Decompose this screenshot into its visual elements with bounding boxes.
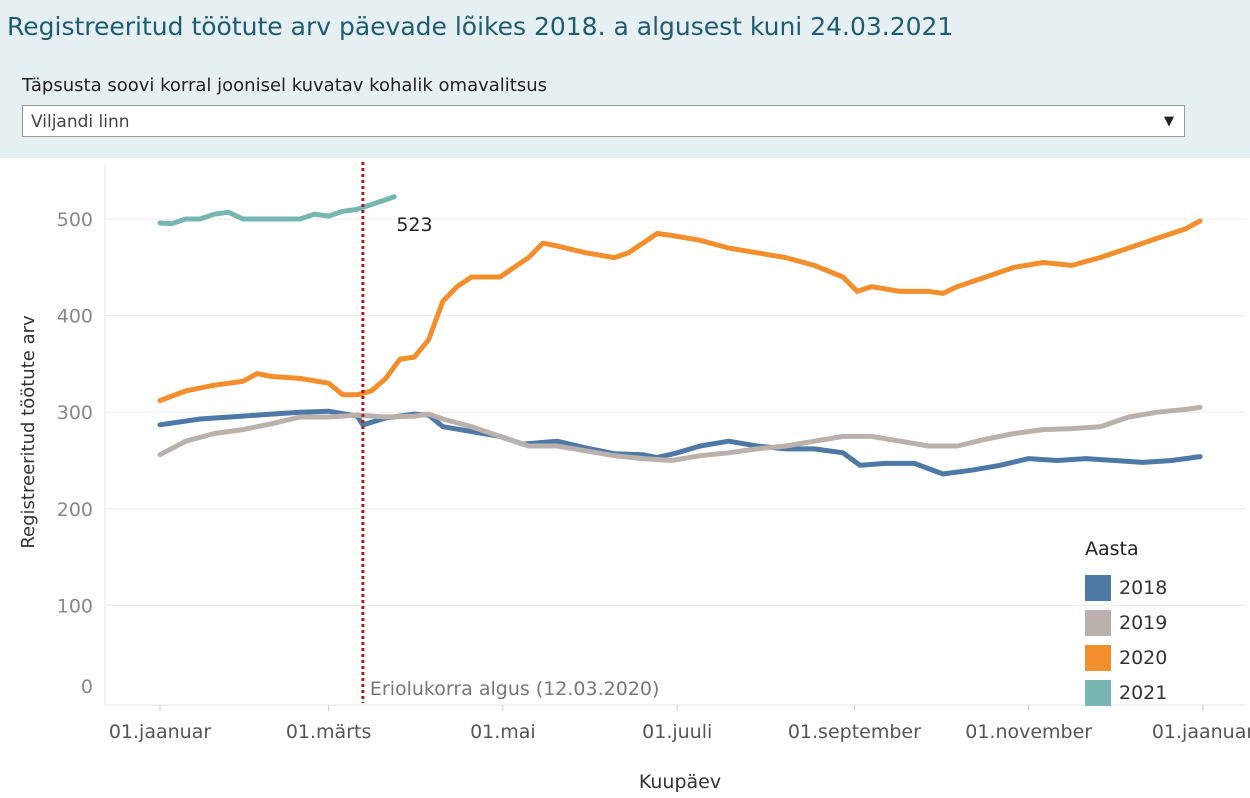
- y-axis-title: Registreeritud töötute arv: [18, 315, 39, 549]
- y-tick-label: 200: [57, 499, 93, 521]
- x-axis-title: Kuupäev: [639, 771, 721, 793]
- x-tick-label: 01.märts: [286, 721, 372, 743]
- caret-down-icon[interactable]: ▼: [1164, 114, 1174, 129]
- legend-item-2021[interactable]: 2021: [1085, 675, 1245, 710]
- legend: Aasta 2018 2019 2020 2021: [1085, 538, 1245, 710]
- legend-swatch: [1085, 574, 1111, 601]
- legend-item-2018[interactable]: 2018: [1085, 570, 1245, 605]
- legend-item-2019[interactable]: 2019: [1085, 605, 1245, 640]
- y-tick-label: 500: [57, 209, 93, 231]
- legend-swatch: [1085, 644, 1111, 671]
- end-value-label: 523: [396, 214, 432, 236]
- x-tick-label: 01.jaanuar: [109, 721, 212, 743]
- legend-title: Aasta: [1085, 538, 1139, 560]
- x-tick-label: 01.jaanuar: [1152, 721, 1250, 743]
- series-line-2020: [157, 218, 1203, 404]
- series-line-2019: [157, 404, 1203, 463]
- municipality-dropdown[interactable]: Viljandi linn ▼: [22, 105, 1185, 137]
- line-chart: 0 100 200 300 400 500 01.jaanuar 01.märts 01.mai…: [18, 162, 1250, 793]
- x-tick-label: 01.juuli: [642, 721, 712, 743]
- legend-item-2020[interactable]: 2020: [1085, 640, 1245, 675]
- y-tick-label: 400: [57, 306, 93, 328]
- series-line-2018: [157, 408, 1203, 477]
- y-tick-label: 0: [81, 676, 93, 698]
- legend-label: 2018: [1119, 576, 1168, 599]
- x-tick-label: 01.november: [965, 721, 1092, 743]
- x-tick-label: 01.mai: [470, 721, 536, 743]
- filter-label: Täpsusta soovi korral joonisel kuvatav k…: [22, 75, 548, 96]
- legend-label: 2019: [1119, 611, 1168, 634]
- legend-swatch: [1085, 609, 1111, 636]
- page-title: Registreeritud töötute arv päevade lõike…: [7, 12, 954, 41]
- y-tick-label: 100: [57, 595, 93, 617]
- series-line-2021: [157, 194, 397, 227]
- x-tick-label: 01.september: [788, 721, 921, 743]
- legend-label: 2020: [1119, 646, 1168, 669]
- filter-header: Registreeritud töötute arv päevade lõike…: [0, 0, 1250, 158]
- annotation-label: Eriolukorra algus (12.03.2020): [370, 678, 660, 700]
- legend-label: 2021: [1119, 681, 1168, 704]
- y-tick-label: 300: [57, 402, 93, 424]
- dropdown-selected-value: Viljandi linn: [31, 112, 130, 132]
- legend-swatch: [1085, 679, 1111, 706]
